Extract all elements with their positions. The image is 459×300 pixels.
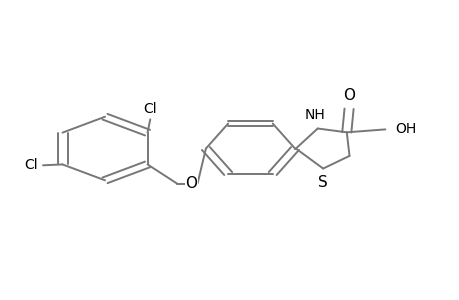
Text: Cl: Cl [24,158,38,172]
Text: O: O [342,88,354,104]
Text: Cl: Cl [143,102,157,116]
Text: OH: OH [395,122,416,136]
Text: NH: NH [304,108,325,122]
Text: S: S [318,175,327,190]
Text: O: O [185,176,197,191]
